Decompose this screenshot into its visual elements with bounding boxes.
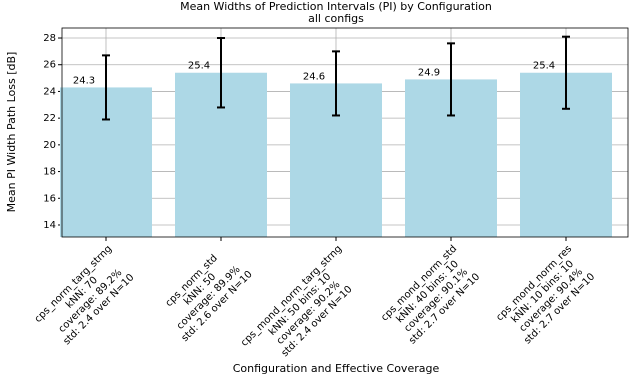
y-tick-label: 18 bbox=[43, 167, 56, 178]
chart-title: Mean Widths of Prediction Intervals (PI)… bbox=[180, 0, 492, 13]
y-axis-label: Mean PI Width Path Loss [dB] bbox=[5, 52, 18, 213]
plot-frame bbox=[61, 27, 629, 238]
chart-subtitle: all configs bbox=[308, 12, 364, 25]
y-tick-label: 14 bbox=[43, 220, 56, 231]
value-label: 25.4 bbox=[533, 61, 555, 72]
x-axis-label: Configuration and Effective Coverage bbox=[233, 362, 440, 375]
y-tick-label: 24 bbox=[43, 86, 56, 97]
y-tick-label: 20 bbox=[43, 140, 56, 151]
y-tick-label: 26 bbox=[43, 60, 56, 71]
value-label: 24.9 bbox=[418, 67, 440, 78]
value-label: 24.3 bbox=[73, 75, 95, 86]
y-tick-label: 22 bbox=[43, 113, 56, 124]
y-tick-label: 28 bbox=[43, 33, 56, 44]
value-label: 25.4 bbox=[188, 61, 210, 72]
y-tick-label: 16 bbox=[43, 193, 56, 204]
value-label: 24.6 bbox=[303, 71, 325, 82]
